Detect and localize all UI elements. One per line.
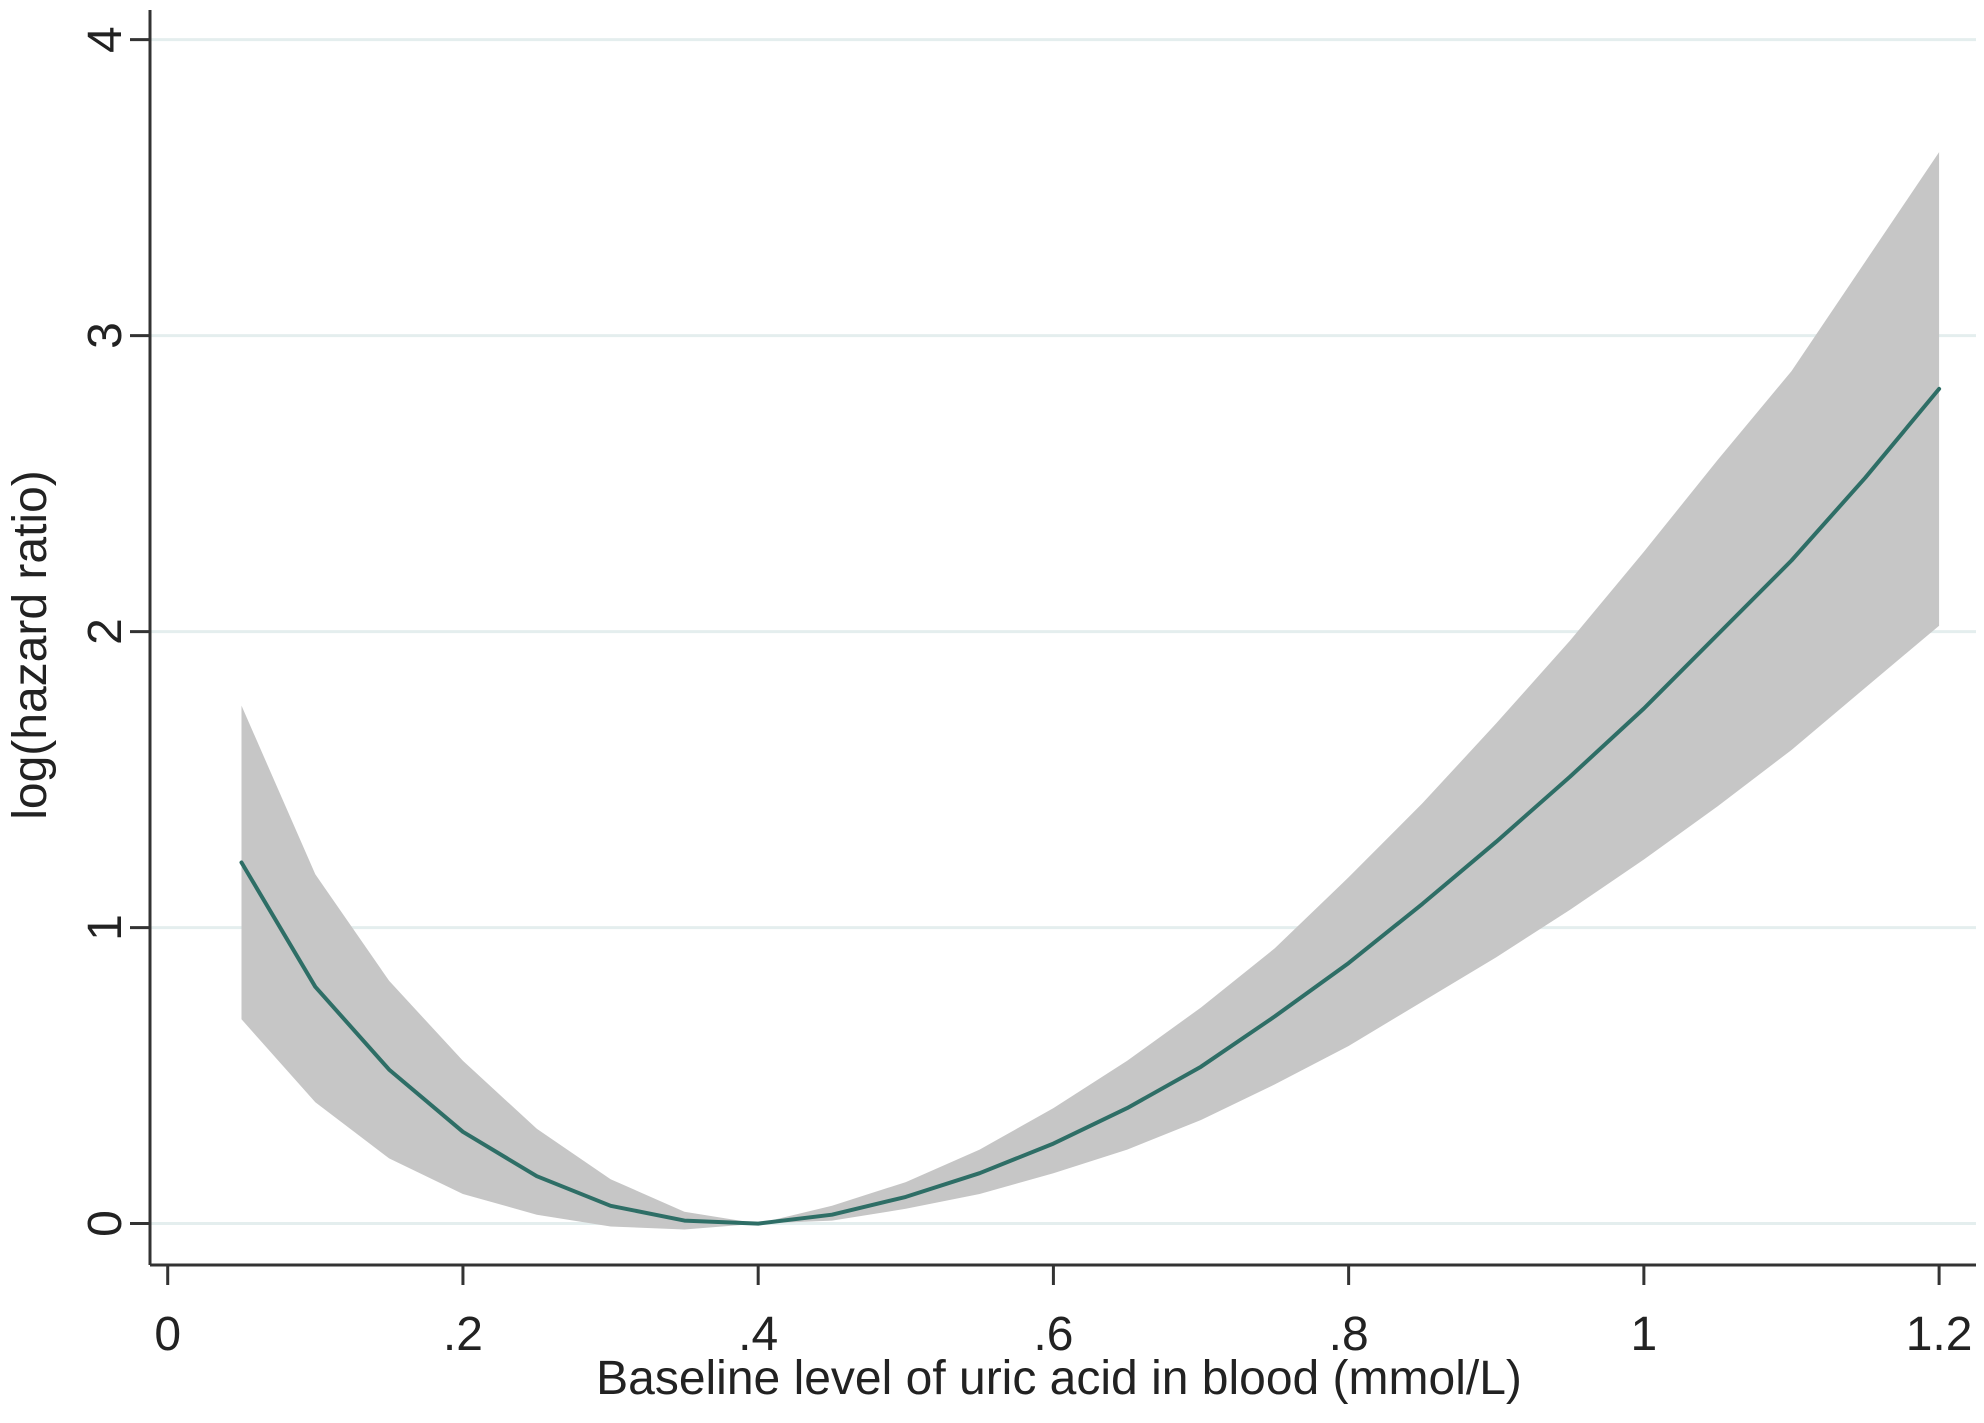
y-tick-label-4: 4 — [79, 26, 132, 53]
y-tick-label-1: 1 — [79, 914, 132, 941]
y-tick-label-2: 2 — [79, 618, 132, 645]
x-tick-label-2: .4 — [738, 1308, 778, 1361]
line-layer — [239, 386, 1942, 1226]
x-tick-label-1: .2 — [443, 1308, 483, 1361]
grid-layer — [150, 38, 1976, 1226]
x-tick-label-5: 1 — [1631, 1308, 1658, 1361]
y-tick-label-0: 0 — [79, 1210, 132, 1237]
x-tick-label-4: .8 — [1329, 1308, 1369, 1361]
fitted-line — [239, 386, 1942, 1226]
x-axis-label: Baseline level of uric acid in blood (mm… — [596, 1352, 1522, 1405]
tick-layer: 0 1 2 3 4 0 .2 .4 .6 .8 1 1.2 — [79, 26, 1973, 1361]
x-tick-label-3: .6 — [1033, 1308, 1073, 1361]
confidence-band — [241, 152, 1940, 1230]
x-tick-label-6: 1.2 — [1906, 1308, 1973, 1361]
axis-layer — [148, 10, 1976, 1267]
band-layer — [241, 152, 1940, 1230]
y-axis-label: log(hazard ratio) — [4, 470, 57, 820]
x-tick-label-0: 0 — [154, 1308, 181, 1361]
y-tick-label-3: 3 — [79, 322, 132, 349]
